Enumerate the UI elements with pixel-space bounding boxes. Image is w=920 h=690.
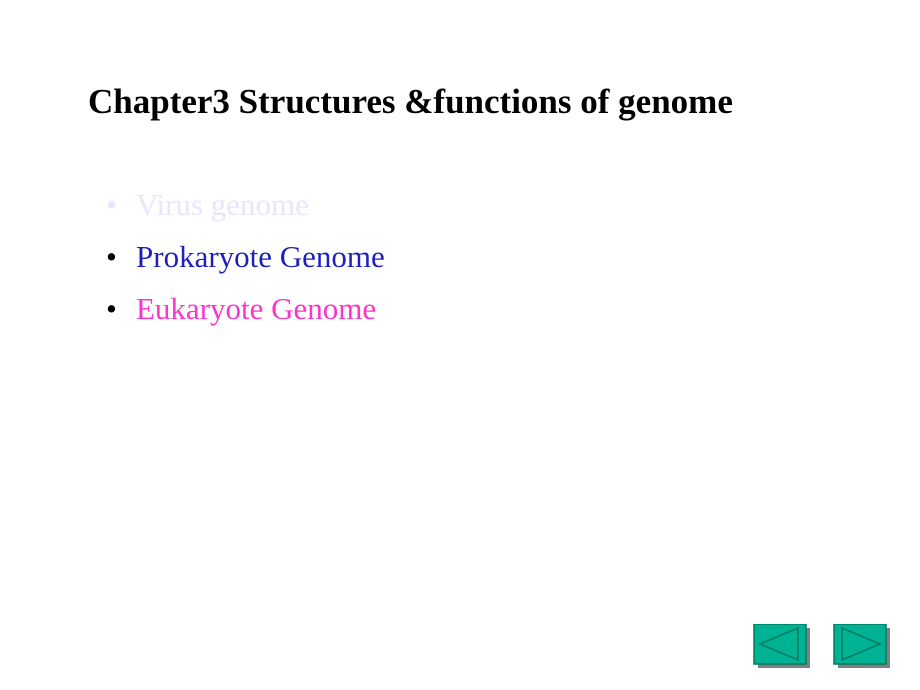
bullet-item: Prokaryote Genome [106,236,850,278]
slide: Chapter3 Structures &functions of genome… [0,0,920,690]
slide-title: Chapter3 Structures &functions of genome [88,82,850,122]
bullet-text: Prokaryote Genome [136,239,385,274]
next-button[interactable] [832,624,890,668]
bullet-item: Virus genome [106,184,850,226]
bullet-text: Eukaryote Genome [136,291,376,326]
triangle-left-icon [752,624,810,668]
nav-buttons [752,624,890,668]
prev-button[interactable] [752,624,810,668]
bullet-item: Eukaryote Genome [106,288,850,330]
bullet-text: Virus genome [136,187,309,222]
bullet-list: Virus genome Prokaryote Genome Eukaryote G… [88,184,850,330]
triangle-right-icon [832,624,890,668]
